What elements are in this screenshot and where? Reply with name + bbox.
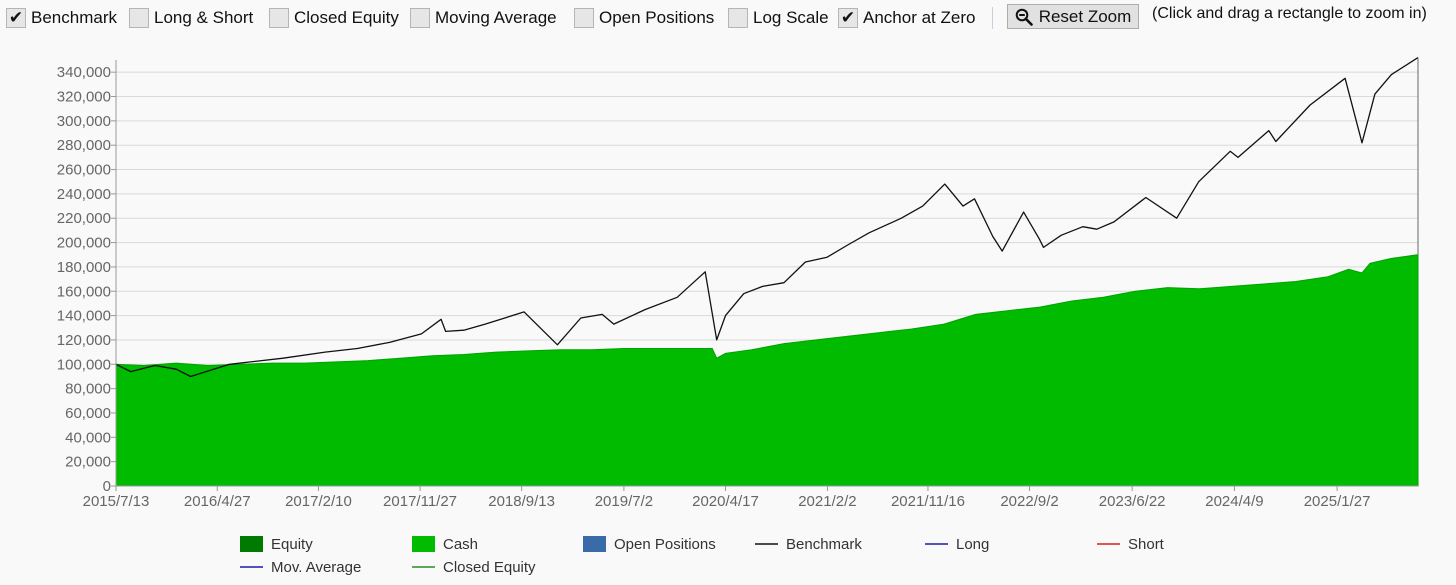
y-tick-label: 220,000	[57, 210, 111, 227]
zoom-hint: (Click and drag a rectangle to zoom in)	[1152, 5, 1427, 22]
x-tick-label: 2021/2/2	[798, 493, 856, 510]
y-tick-label: 240,000	[57, 186, 111, 203]
closed-equity-label: Closed Equity	[294, 8, 399, 27]
y-tick-label: 160,000	[57, 283, 111, 300]
chart-legend: Equity Cash Open Positions Benchmark Long Sho…	[240, 536, 1165, 576]
log-scale-checkbox[interactable]: Log Scale	[728, 7, 829, 29]
log-scale-label: Log Scale	[753, 8, 829, 27]
toolbar-divider	[992, 7, 993, 29]
y-tick-label: 80,000	[65, 381, 111, 398]
x-tick-label: 2022/9/2	[1000, 493, 1058, 510]
chart-toolbar: ✔ Benchmark Long & Short Closed Equity M…	[0, 0, 1456, 36]
legend-label: Open Positions	[614, 536, 716, 553]
y-tick-label: 40,000	[65, 429, 111, 446]
zoom-out-icon	[1015, 8, 1033, 26]
long-short-checkbox[interactable]: Long & Short	[129, 7, 253, 29]
y-tick-label: 60,000	[65, 405, 111, 422]
closed-equity-checkbox[interactable]: Closed Equity	[269, 7, 399, 29]
legend-label: Cash	[443, 536, 478, 553]
legend-label: Long	[956, 536, 989, 553]
long-short-check-icon	[129, 8, 149, 28]
equity-area	[115, 254, 1419, 487]
y-tick-label: 120,000	[57, 332, 111, 349]
benchmark-label: Benchmark	[31, 8, 117, 27]
long-short-label: Long & Short	[154, 8, 254, 27]
moving-average-checkbox[interactable]: Moving Average	[410, 7, 557, 29]
x-tick-label: 2015/7/13	[83, 493, 150, 510]
chart-series	[115, 57, 1419, 487]
y-tick-label: 200,000	[57, 235, 111, 252]
y-tick-label: 300,000	[57, 113, 111, 130]
legend-swatch	[412, 536, 435, 552]
y-tick-label: 20,000	[65, 454, 111, 471]
x-tick-label: 2017/2/10	[285, 493, 352, 510]
y-tick-label: 100,000	[57, 356, 111, 373]
benchmark-checkbox[interactable]: ✔ Benchmark	[6, 7, 117, 29]
benchmark-check-icon: ✔	[6, 8, 26, 28]
legend-label: Mov. Average	[271, 559, 361, 576]
anchor-at-zero-checkbox[interactable]: ✔ Anchor at Zero	[838, 7, 975, 29]
y-tick-label: 320,000	[57, 89, 111, 106]
moving-average-check-icon	[410, 8, 430, 28]
x-tick-label: 2019/7/2	[595, 493, 653, 510]
y-tick-label: 140,000	[57, 308, 111, 325]
log-scale-check-icon	[728, 8, 748, 28]
legend-label: Benchmark	[786, 536, 862, 553]
x-tick-label: 2023/6/22	[1099, 493, 1166, 510]
legend-swatch	[583, 536, 606, 552]
legend-label: Equity	[271, 536, 313, 553]
anchor-at-zero-label: Anchor at Zero	[863, 8, 976, 27]
legend-label: Closed Equity	[443, 559, 536, 576]
open-positions-label: Open Positions	[599, 8, 715, 27]
x-tick-label: 2018/9/13	[488, 493, 555, 510]
x-tick-label: 2025/1/27	[1304, 493, 1371, 510]
y-tick-label: 280,000	[57, 137, 111, 154]
x-tick-label: 2020/4/17	[692, 493, 759, 510]
moving-average-label: Moving Average	[435, 8, 557, 27]
chart-axes: 0 20,000 40,000 60,000 80,000 100,000 120,000 1…	[57, 60, 1418, 510]
benchmark-line	[115, 57, 1419, 378]
x-tick-label: 2016/4/27	[184, 493, 251, 510]
open-positions-checkbox[interactable]: Open Positions	[574, 7, 714, 29]
reset-zoom-label: Reset Zoom	[1038, 6, 1132, 26]
reset-zoom-button[interactable]: Reset Zoom	[1007, 4, 1139, 29]
x-tick-label: 2017/11/27	[383, 493, 457, 510]
y-tick-label: 180,000	[57, 259, 111, 276]
anchor-at-zero-check-icon: ✔	[838, 8, 858, 28]
open-positions-check-icon	[574, 8, 594, 28]
y-tick-label: 0	[103, 478, 111, 495]
legend-swatch	[240, 536, 263, 552]
legend-label: Short	[1128, 536, 1165, 553]
x-tick-label: 2024/4/9	[1205, 493, 1263, 510]
closed-equity-check-icon	[269, 8, 289, 28]
x-tick-label: 2021/11/16	[891, 493, 965, 510]
y-tick-label: 340,000	[57, 64, 111, 81]
y-tick-label: 260,000	[57, 162, 111, 179]
